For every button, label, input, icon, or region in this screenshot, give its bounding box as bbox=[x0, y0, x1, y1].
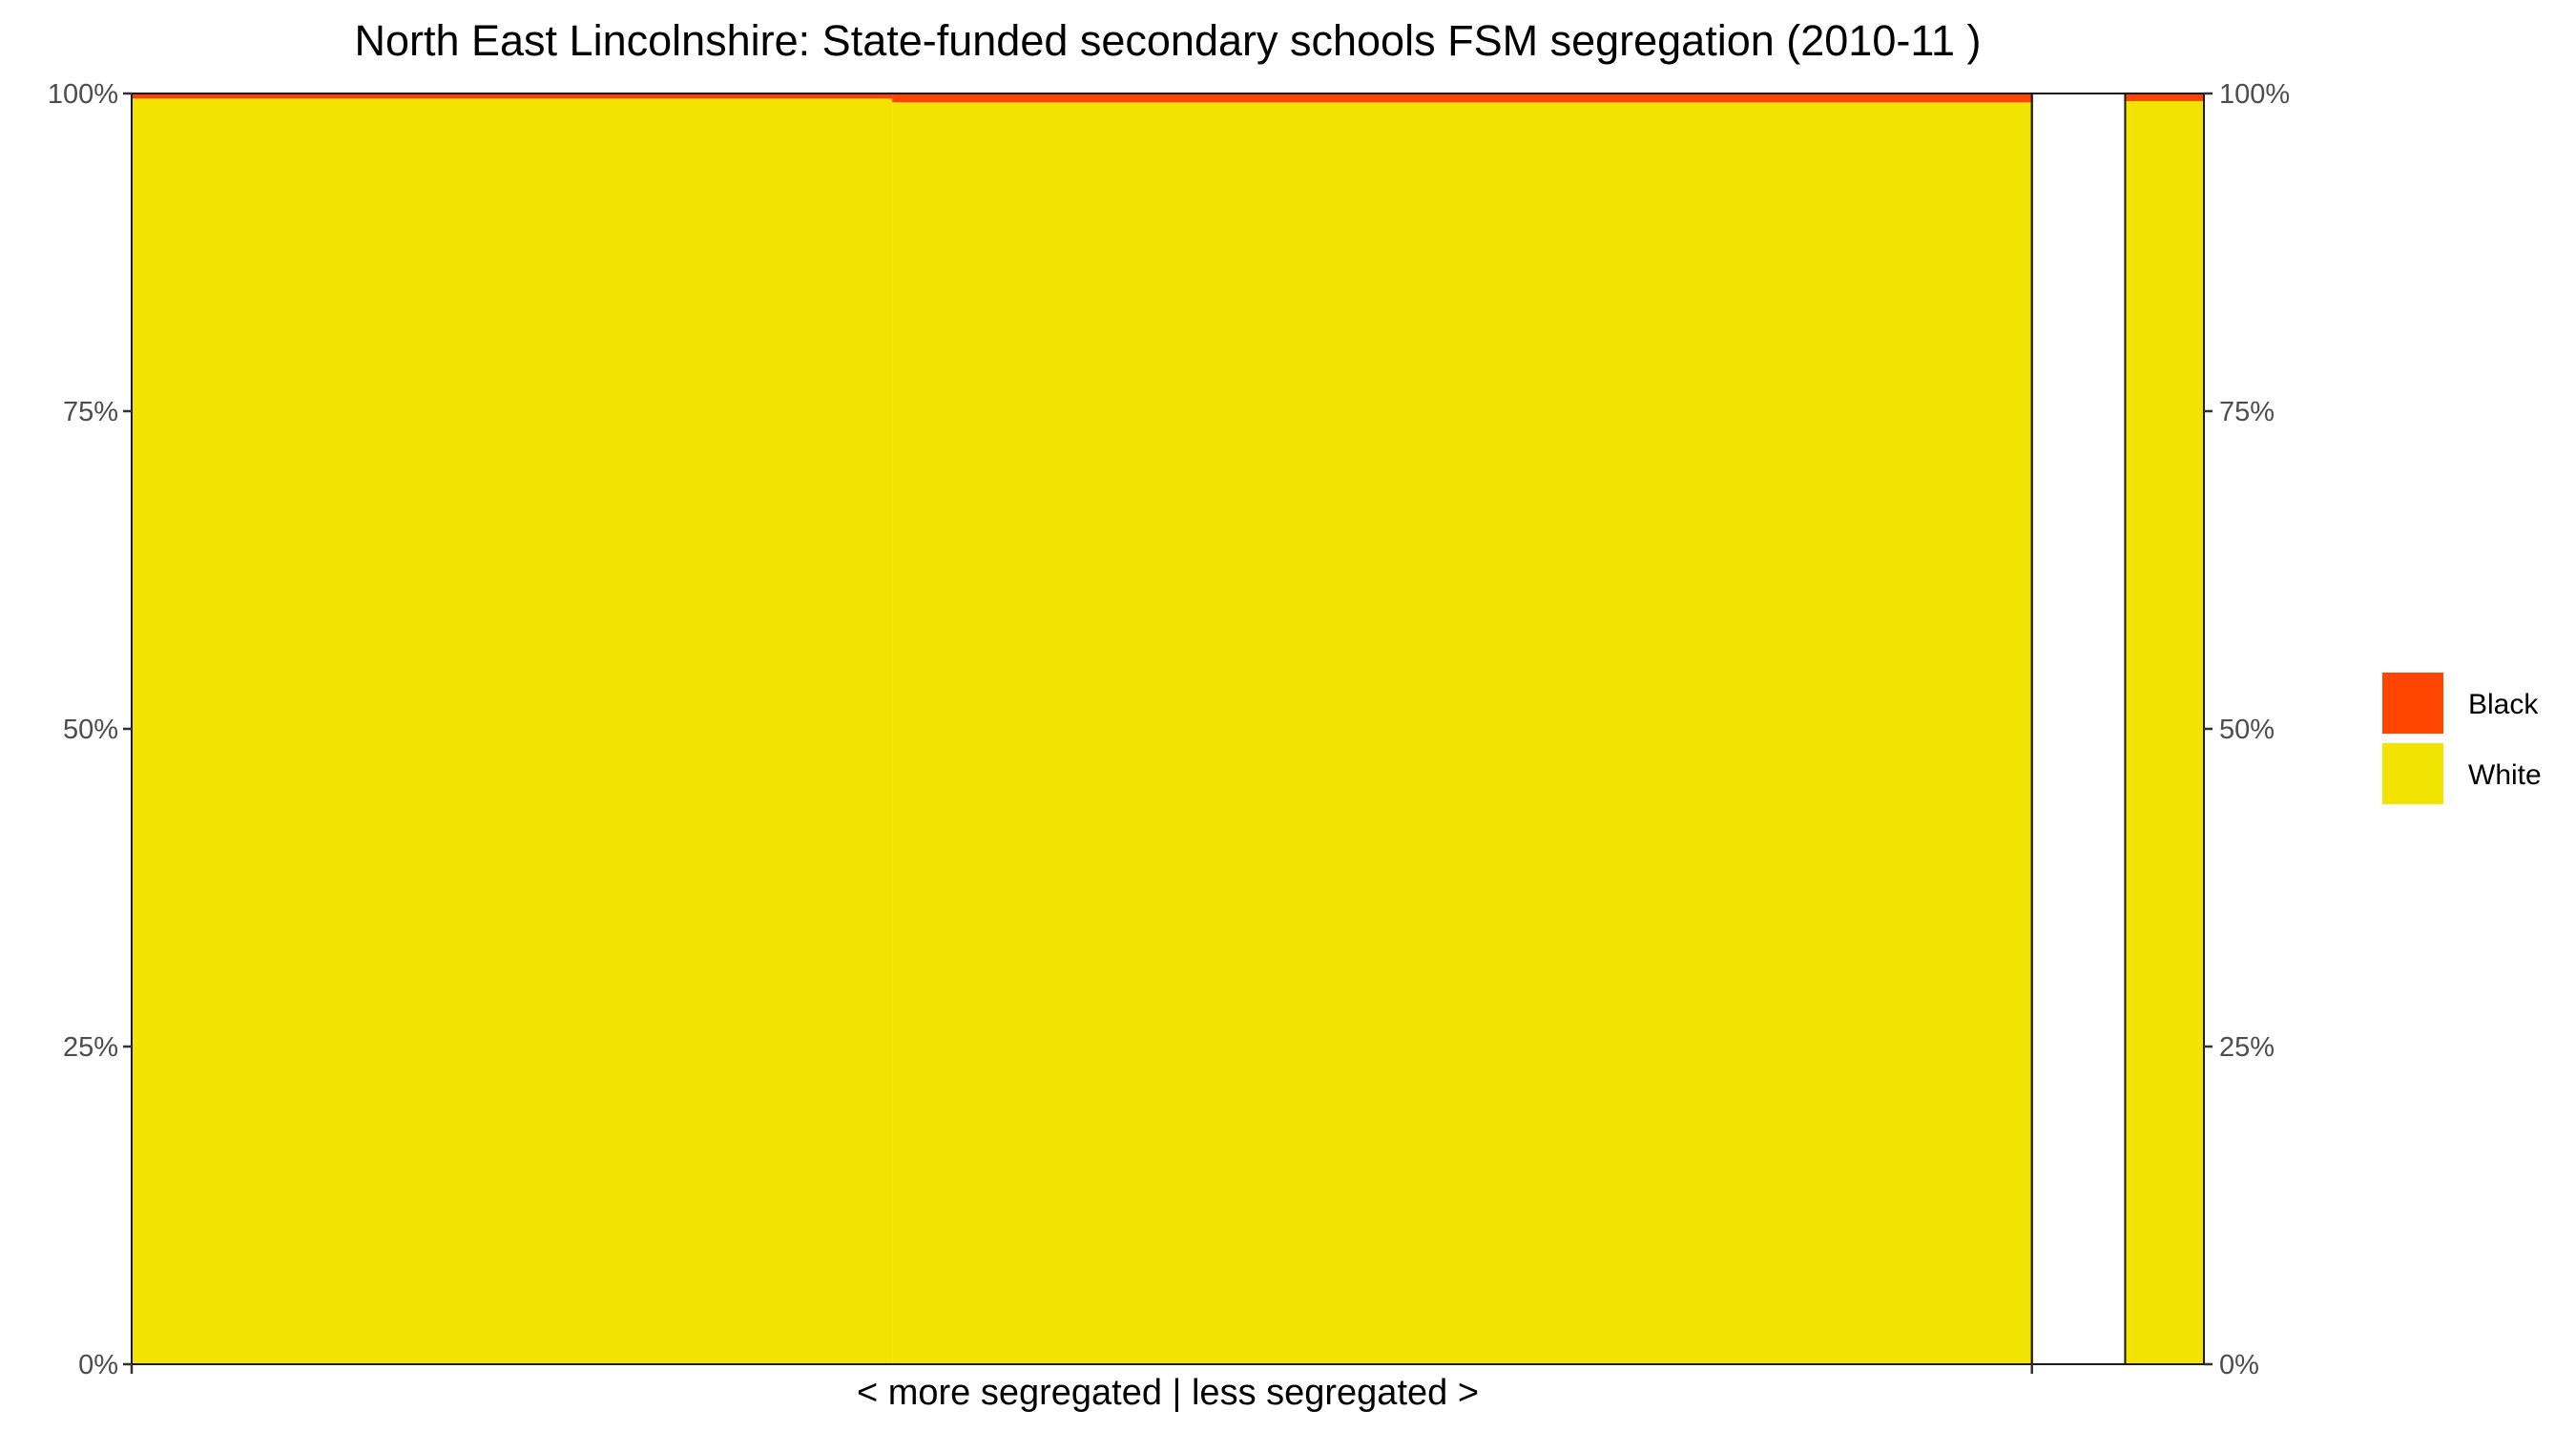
legend: Black White bbox=[2382, 673, 2542, 804]
y-tick-label-right-4: 100% bbox=[2219, 79, 2290, 110]
y-tick-label-left-4: 100% bbox=[48, 79, 118, 110]
bar-black-2-0 bbox=[2125, 93, 2204, 101]
chart-title: North East Lincolnshire: State-funded se… bbox=[354, 16, 1981, 65]
y-tick-label-right-1: 25% bbox=[2219, 1032, 2275, 1063]
legend-key-white bbox=[2382, 743, 2443, 804]
axes: 0% 0% 25% 25% 50% 50% 75% 75% 100% 100% bbox=[48, 79, 2290, 1380]
y-tick-label-right-2: 50% bbox=[2219, 715, 2275, 745]
plot-area bbox=[131, 93, 2206, 1365]
y-tick-label-left-3: 75% bbox=[63, 397, 118, 427]
y-tick-label-right-0: 0% bbox=[2219, 1350, 2259, 1380]
y-tick-label-left-2: 50% bbox=[63, 715, 118, 745]
x-axis-title: < more segregated | less segregated > bbox=[857, 1373, 1479, 1413]
legend-label-white: White bbox=[2468, 759, 2542, 791]
legend-key-black bbox=[2382, 673, 2443, 734]
group-outline-1 bbox=[2030, 93, 2127, 1365]
bar-white-0-0 bbox=[132, 98, 893, 1364]
bar-white-2-0 bbox=[2125, 100, 2204, 1365]
y-tick-label-right-3: 75% bbox=[2219, 397, 2275, 427]
y-tick-label-left-1: 25% bbox=[63, 1032, 118, 1063]
bar-black-0-0 bbox=[132, 93, 893, 99]
legend-label-black: Black bbox=[2468, 689, 2539, 720]
bar-white-0-1 bbox=[892, 102, 2032, 1365]
bar-black-0-1 bbox=[892, 93, 2032, 103]
y-tick-label-left-0: 0% bbox=[78, 1350, 118, 1380]
